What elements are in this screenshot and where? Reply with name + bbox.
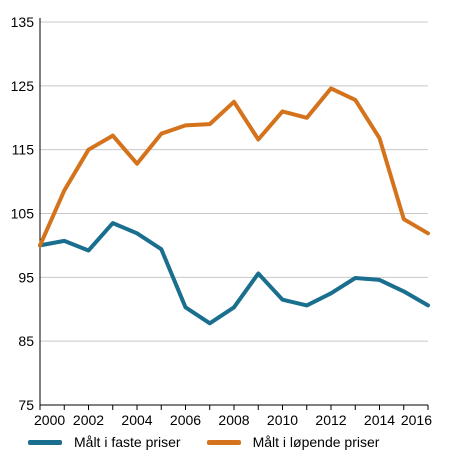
y-tick-label: 115 xyxy=(12,142,35,158)
x-tick-label: 2016 xyxy=(401,412,432,428)
legend-label-lopende-priser: Målt i løpende priser xyxy=(252,434,380,450)
x-tick-label: 2004 xyxy=(121,412,152,428)
x-tick-label: 2010 xyxy=(267,412,298,428)
x-tick-label: 2008 xyxy=(218,412,249,428)
x-tick-label: 2000 xyxy=(34,412,65,428)
y-tick-label: 95 xyxy=(18,269,34,285)
legend-item-lopende-priser: Målt i løpende priser xyxy=(206,434,380,450)
x-tick-labels: 2000 2002 2004 2006 2008 2010 2012 2014 2016 xyxy=(34,412,432,428)
series-line-0 xyxy=(38,221,430,326)
y-tick-label: 125 xyxy=(11,78,35,94)
x-tick-label: 2002 xyxy=(73,412,104,428)
legend: Målt i faste priser Målt i løpende prise… xyxy=(28,434,379,450)
y-tick-label: 135 xyxy=(11,14,35,30)
y-tick-label: 105 xyxy=(11,206,35,222)
x-tick-label: 2014 xyxy=(364,412,395,428)
legend-swatch-lopende-priser xyxy=(206,439,241,445)
axes xyxy=(39,18,429,410)
y-tick-label: 75 xyxy=(18,397,34,413)
gridlines xyxy=(40,21,428,342)
legend-label-faste-priser: Målt i faste priser xyxy=(74,434,181,450)
legend-swatch-faste-priser xyxy=(28,439,62,445)
y-tick-labels: 75 85 95 105 115 125 135 xyxy=(11,14,35,413)
x-tick-label: 2012 xyxy=(315,412,346,428)
series-lines xyxy=(38,86,430,326)
series-line-1 xyxy=(38,86,430,248)
y-tick-label: 85 xyxy=(18,333,34,349)
legend-item-faste-priser: Målt i faste priser xyxy=(28,434,181,450)
x-tick-label: 2006 xyxy=(170,412,201,428)
